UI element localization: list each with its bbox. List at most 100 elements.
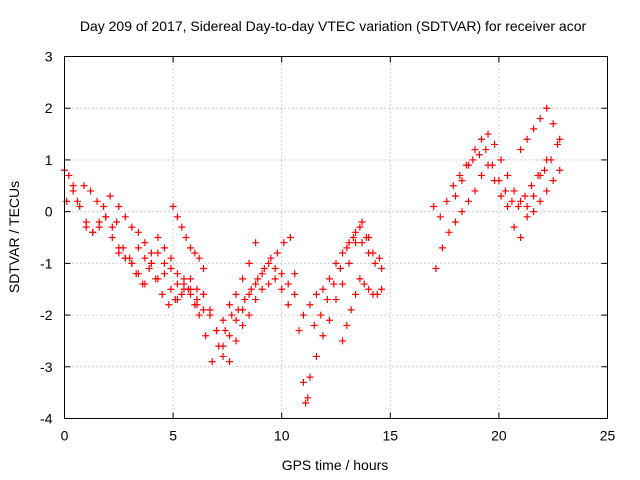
x-tick-label: 5 <box>169 428 177 444</box>
data-point <box>325 275 333 283</box>
data-point <box>291 270 299 278</box>
data-point <box>278 285 286 293</box>
data-point <box>432 265 440 273</box>
data-point <box>352 239 360 247</box>
data-point <box>186 244 194 252</box>
series-sat-d <box>115 202 299 366</box>
data-point <box>173 213 181 221</box>
chart-title: Day 209 of 2017, Sidereal Day-to-day VTE… <box>80 18 587 34</box>
data-point <box>147 259 155 267</box>
data-point <box>239 275 247 283</box>
data-point <box>358 218 366 226</box>
data-point <box>530 208 538 216</box>
data-point <box>278 270 286 278</box>
data-point <box>530 125 538 133</box>
data-point <box>284 301 292 309</box>
data-point <box>510 187 518 195</box>
data-point <box>523 213 531 221</box>
data-point <box>310 321 318 329</box>
data-point <box>147 249 155 257</box>
data-point <box>469 156 477 164</box>
data-point <box>265 259 273 267</box>
x-tick-label: 25 <box>600 428 616 444</box>
data-point <box>141 280 149 288</box>
x-axis-label: GPS time / hours <box>282 457 389 473</box>
x-tick-label: 20 <box>491 428 507 444</box>
data-point <box>239 306 247 314</box>
data-point <box>464 197 472 205</box>
data-point <box>451 192 459 200</box>
data-point <box>128 259 136 267</box>
data-point <box>497 192 505 200</box>
x-tick-label: 10 <box>274 428 290 444</box>
data-point <box>302 399 310 407</box>
data-point <box>291 290 299 298</box>
data-point <box>556 135 564 143</box>
data-point <box>228 311 236 319</box>
data-point <box>306 373 314 381</box>
data-point <box>482 146 490 154</box>
data-point <box>286 234 294 241</box>
data-point <box>356 275 364 283</box>
y-tick-label: 1 <box>45 152 53 168</box>
y-tick-label: -1 <box>40 255 53 271</box>
data-point <box>510 223 518 231</box>
data-point <box>271 265 279 273</box>
data-point <box>371 259 379 267</box>
data-point <box>245 290 253 298</box>
data-point <box>523 202 531 210</box>
data-point <box>245 259 253 267</box>
data-point <box>330 280 338 288</box>
data-point <box>336 265 344 273</box>
data-point <box>514 202 522 210</box>
data-point <box>464 161 472 169</box>
data-point <box>260 265 268 273</box>
data-point <box>252 239 260 247</box>
data-point <box>167 265 175 273</box>
data-point <box>378 265 386 273</box>
data-point <box>226 332 234 340</box>
data-point <box>193 296 201 304</box>
data-point <box>134 270 142 278</box>
data-point <box>271 275 279 283</box>
data-point <box>517 234 525 241</box>
data-point <box>501 187 509 195</box>
data-point <box>108 234 116 241</box>
data-point <box>167 285 175 293</box>
data-point <box>226 301 234 309</box>
data-point <box>106 192 114 200</box>
data-point <box>239 321 247 329</box>
data-point <box>213 327 221 335</box>
data-point <box>352 290 360 298</box>
data-point <box>100 202 108 210</box>
series-sat-i <box>339 275 386 345</box>
y-axis-label: SDTVAR / TECUs <box>6 181 22 293</box>
data-point <box>484 161 492 169</box>
data-point <box>343 244 351 252</box>
data-point <box>69 187 77 195</box>
data-point <box>323 296 331 304</box>
data-point <box>458 208 466 216</box>
data-point <box>543 104 551 112</box>
data-point <box>332 296 340 304</box>
data-point <box>471 187 479 195</box>
data-point <box>536 115 544 123</box>
data-point <box>449 182 457 190</box>
data-point <box>173 270 181 278</box>
data-point <box>541 166 549 174</box>
data-point <box>369 249 377 257</box>
data-point <box>339 249 347 257</box>
data-point <box>121 213 129 221</box>
data-point <box>360 280 368 288</box>
data-point <box>312 352 320 360</box>
data-point <box>517 197 525 205</box>
data-point <box>254 275 262 283</box>
data-point <box>306 301 314 309</box>
data-point <box>436 213 444 221</box>
grid-lines <box>64 56 608 419</box>
series-sat-f <box>219 239 260 324</box>
data-point <box>536 171 544 179</box>
data-point <box>312 290 320 298</box>
data-point <box>445 228 453 236</box>
